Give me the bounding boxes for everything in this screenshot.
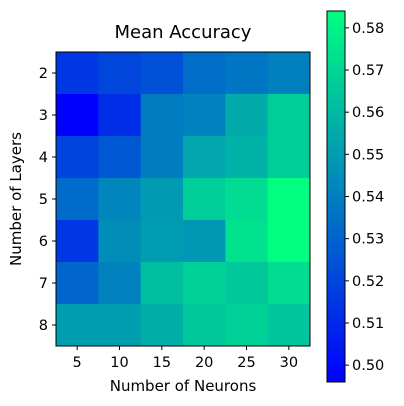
colorbar-tick-label: 0.53	[352, 232, 384, 248]
colorbar-tick-label: 0.52	[352, 274, 384, 290]
heatmap-cell	[267, 178, 311, 221]
heatmap-cell	[225, 262, 269, 305]
heatmap-cell	[225, 178, 269, 221]
y-tick-label: 2	[39, 66, 48, 82]
colorbar-tick-label: 0.57	[352, 63, 384, 79]
heatmap-cell	[225, 94, 269, 137]
x-tick-label: 30	[280, 355, 298, 371]
heatmap-cell	[267, 220, 311, 263]
y-tick-label: 3	[39, 108, 48, 124]
heatmap-cell	[56, 178, 99, 221]
heatmap-cell	[183, 304, 226, 347]
heatmap-cell	[225, 304, 269, 347]
x-tick-label: 20	[195, 355, 213, 371]
colorbar-tick-label: 0.55	[352, 147, 384, 163]
heatmap-cell	[225, 136, 269, 179]
y-tick-label: 4	[39, 150, 48, 166]
colorbar-tick-label: 0.56	[352, 105, 384, 121]
y-axis-label: Number of Layers	[7, 132, 25, 266]
y-axis: 2 3 4 5 6 7 8	[39, 66, 56, 334]
heatmap-cell	[140, 52, 184, 95]
heatmap-cell	[56, 262, 99, 305]
heatmap-cell	[183, 262, 226, 305]
heatmap-cell	[267, 52, 311, 95]
heatmap-cell	[183, 220, 226, 263]
heatmap-cell	[140, 304, 184, 347]
heatmap-cell	[140, 94, 184, 137]
heatmap-cell	[98, 94, 142, 137]
heatmap-cell	[98, 304, 142, 347]
heatmap-cell	[267, 94, 311, 137]
heatmap-cell	[267, 262, 311, 305]
colorbar-tick-label: 0.51	[352, 316, 384, 332]
colorbar-axis: 0.50 0.51 0.52 0.53 0.54 0.55 0.56 0.57 0.58	[345, 21, 384, 374]
heatmap-cell	[183, 136, 226, 179]
heatmap-cell	[267, 136, 311, 179]
heatmap-cell	[140, 220, 184, 263]
heatmap-cell	[140, 136, 184, 179]
y-tick-label: 6	[39, 234, 48, 250]
colorbar	[326, 10, 346, 383]
heatmap-cell	[140, 178, 184, 221]
x-tick-label: 15	[153, 355, 171, 371]
heatmap-cell	[183, 52, 226, 95]
heatmap-cell	[183, 94, 226, 137]
x-axis-label: Number of Neurons	[110, 377, 257, 395]
heatmap-cell	[56, 304, 99, 347]
heatmap-cell	[267, 304, 311, 347]
x-tick-label: 5	[73, 355, 82, 371]
heatmap-cell	[98, 220, 142, 263]
chart-title: Mean Accuracy	[115, 22, 252, 43]
heatmap-cell	[56, 136, 99, 179]
heatmap-cell	[183, 178, 226, 221]
colorbar-tick-label: 0.50	[352, 358, 384, 374]
y-tick-label: 8	[39, 318, 48, 334]
heatmap-cell	[98, 262, 142, 305]
heatmap-cell	[56, 220, 99, 263]
y-tick-label: 7	[39, 276, 48, 292]
y-tick-label: 5	[39, 192, 48, 208]
heatmap-cell	[98, 178, 142, 221]
heatmap-cell	[225, 220, 269, 263]
heatmap-cell	[225, 52, 269, 95]
x-axis: 5 10 15 20 25 30	[73, 346, 298, 371]
heatmap-cells	[56, 52, 311, 347]
colorbar-tick-label: 0.58	[352, 21, 384, 37]
x-tick-label: 25	[237, 355, 255, 371]
x-tick-label: 10	[110, 355, 128, 371]
heatmap-cell	[98, 52, 142, 95]
heatmap-cell	[56, 52, 99, 95]
colorbar-tick-label: 0.54	[352, 190, 384, 206]
heatmap-cell	[56, 94, 99, 137]
heatmap-cell	[98, 136, 142, 179]
heatmap-cell	[140, 262, 184, 305]
